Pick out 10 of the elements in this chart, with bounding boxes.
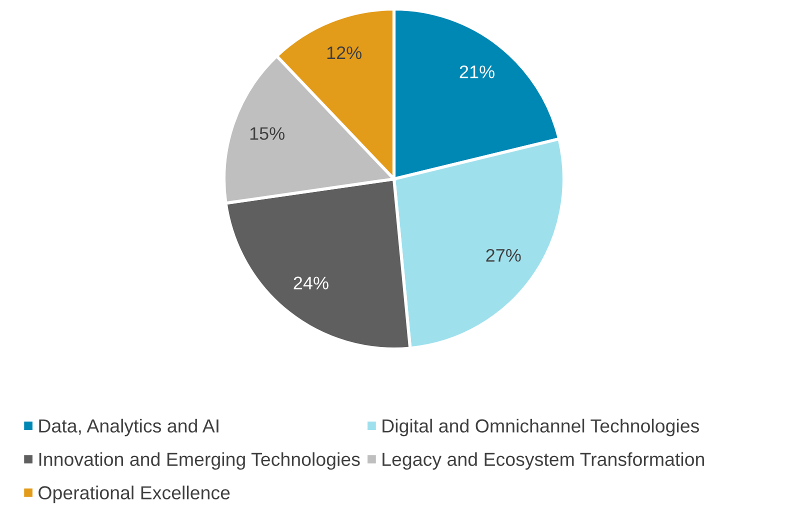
data-label: 24%: [294, 276, 328, 290]
legend-label: Legacy and Ecosystem Transformation: [382, 452, 704, 470]
data-label: 21%: [460, 65, 494, 78]
legend-label: Data, Analytics and AI: [39, 418, 218, 436]
data-label: 15%: [250, 127, 285, 140]
legend-label: Innovation and Emerging Technologies: [39, 452, 360, 470]
legend-label: Operational Excellence: [38, 486, 230, 504]
data-label: 12%: [327, 46, 362, 60]
legend-label: Digital and Omnichannel Technologies: [382, 418, 700, 436]
data-label: 27%: [486, 248, 521, 262]
